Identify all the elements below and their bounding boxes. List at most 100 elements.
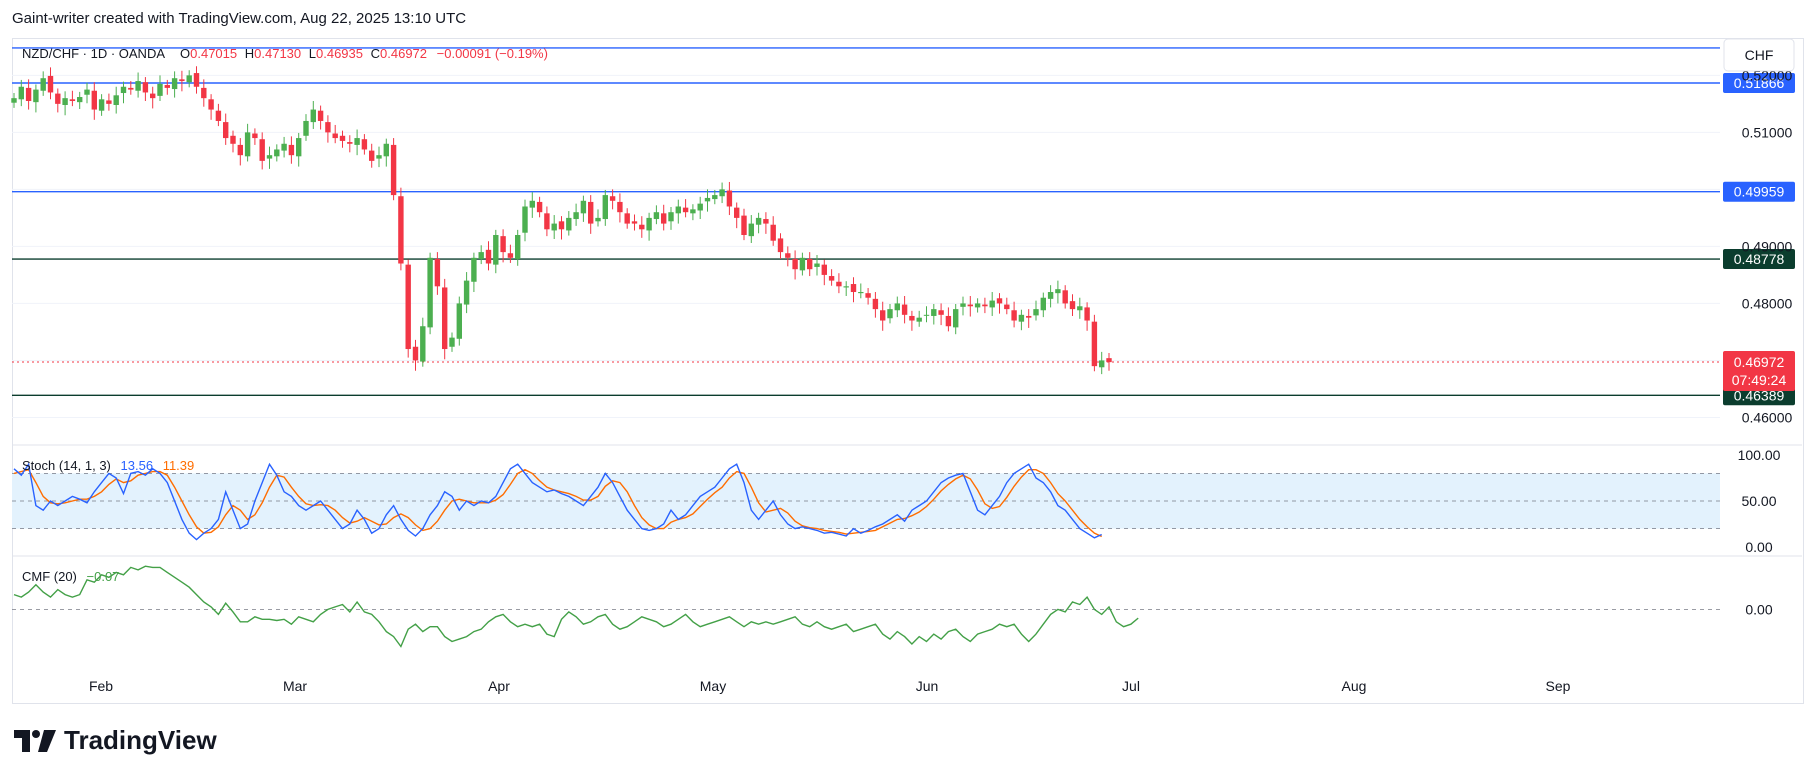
price-tick-label: 0.46000 xyxy=(1742,409,1793,425)
candle-body xyxy=(354,138,360,145)
grid-lines xyxy=(12,74,1720,418)
candle-body xyxy=(792,258,798,270)
candle-body xyxy=(996,298,1003,304)
candles xyxy=(11,66,1112,375)
svg-text:CHF: CHF xyxy=(1745,47,1774,63)
candle-body xyxy=(1004,304,1010,310)
candle-body xyxy=(1026,315,1032,318)
candle-body xyxy=(551,223,557,231)
candle-body xyxy=(726,190,733,207)
brand-name: TradingView xyxy=(64,725,217,755)
candle-body xyxy=(960,303,966,307)
candle-body xyxy=(420,326,426,362)
candle-body xyxy=(281,143,287,151)
time-tick-label: Sep xyxy=(1546,678,1571,694)
candle-body xyxy=(704,197,711,202)
candle-body xyxy=(536,201,543,213)
stoch-legend: Stoch (14, 1, 3) 13.56 11.39 xyxy=(22,458,194,473)
candle-body xyxy=(55,93,61,104)
candle-body xyxy=(748,223,754,237)
candle-body xyxy=(274,149,280,157)
candle-body xyxy=(697,203,703,211)
candle-body xyxy=(405,264,411,350)
candle-body xyxy=(1055,289,1061,294)
candle-body xyxy=(347,142,353,144)
stoch-k-line xyxy=(13,462,1102,541)
candle-body xyxy=(872,298,879,310)
candle-body xyxy=(821,264,827,275)
candle-body xyxy=(558,221,565,230)
candle-body xyxy=(325,122,331,133)
candle-body xyxy=(84,89,90,95)
time-tick-label: Jul xyxy=(1122,678,1140,694)
level-tag-resistance-mid xyxy=(1723,181,1795,202)
candle-body xyxy=(836,281,842,287)
currency-button[interactable]: CHF xyxy=(1723,38,1795,72)
candle-body xyxy=(361,139,368,150)
candle-body xyxy=(1011,310,1017,321)
candle-body xyxy=(945,315,952,327)
cmf-legend: CMF (20) −0.07 xyxy=(22,569,119,584)
candle-body xyxy=(1099,360,1105,368)
candle-body xyxy=(434,258,441,287)
candle-body xyxy=(1040,297,1046,311)
price-tick-label: 0.49000 xyxy=(1742,238,1793,254)
candle-body xyxy=(11,98,17,103)
stoch-pane: 100.00 50.00 0.00 xyxy=(12,447,1781,555)
candle-body xyxy=(230,135,236,144)
candle-body xyxy=(40,78,46,91)
stoch-band xyxy=(12,473,1720,529)
time-tick-label: Feb xyxy=(89,678,113,694)
ohlc-readout: O0.47015 H0.47130 L0.46935 C0.46972 −0.0… xyxy=(180,46,548,61)
candle-body xyxy=(412,346,419,361)
candle-body xyxy=(296,138,302,157)
candle-body xyxy=(661,213,667,224)
candle-body xyxy=(215,110,222,121)
candle-body xyxy=(478,252,484,259)
candle-body xyxy=(142,82,149,93)
candle-body xyxy=(259,139,265,161)
candle-body xyxy=(617,201,623,213)
stoch-tick-label: 100.00 xyxy=(1738,447,1781,463)
chart-credit: Gaint-writer created with TradingView.co… xyxy=(12,10,467,27)
candle-body xyxy=(69,99,76,102)
candle-body xyxy=(894,303,900,311)
candle-body xyxy=(18,86,24,100)
candle-body xyxy=(485,249,492,264)
candle-body xyxy=(449,337,455,347)
candle-body xyxy=(850,284,857,293)
candle-body xyxy=(653,212,660,220)
candle-body xyxy=(828,276,835,281)
candle-body xyxy=(1047,292,1054,299)
level-tag-label: 0.51866 xyxy=(1734,75,1785,91)
candle-body xyxy=(1106,358,1112,363)
candle-body xyxy=(1091,321,1098,367)
candle-body xyxy=(500,236,506,253)
candle-body xyxy=(157,83,163,96)
candle-body xyxy=(201,87,207,99)
candle-body xyxy=(91,90,97,110)
candle-body xyxy=(25,87,32,102)
candle-body xyxy=(310,109,316,123)
candle-body xyxy=(106,100,112,104)
candle-body xyxy=(522,206,528,233)
candle-body xyxy=(566,217,572,231)
stoch-tick-label: 50.00 xyxy=(1741,493,1776,509)
tradingview-logo-icon xyxy=(14,729,56,752)
candle-body xyxy=(785,253,791,258)
candle-body xyxy=(755,217,762,225)
tradingview-logo[interactable]: TradingView xyxy=(14,725,217,756)
candle-body xyxy=(573,212,579,220)
candle-body xyxy=(967,304,973,307)
candle-body xyxy=(712,195,718,200)
time-tick-label: Aug xyxy=(1342,678,1367,694)
cmf-line xyxy=(13,565,1139,648)
candle-body xyxy=(376,155,382,159)
candle-body xyxy=(208,99,214,110)
cmf-tick-label: 0.00 xyxy=(1745,601,1772,617)
candle-body xyxy=(98,99,105,111)
candle-body xyxy=(288,144,295,156)
candle-body xyxy=(588,201,594,224)
candle-body xyxy=(164,85,170,88)
